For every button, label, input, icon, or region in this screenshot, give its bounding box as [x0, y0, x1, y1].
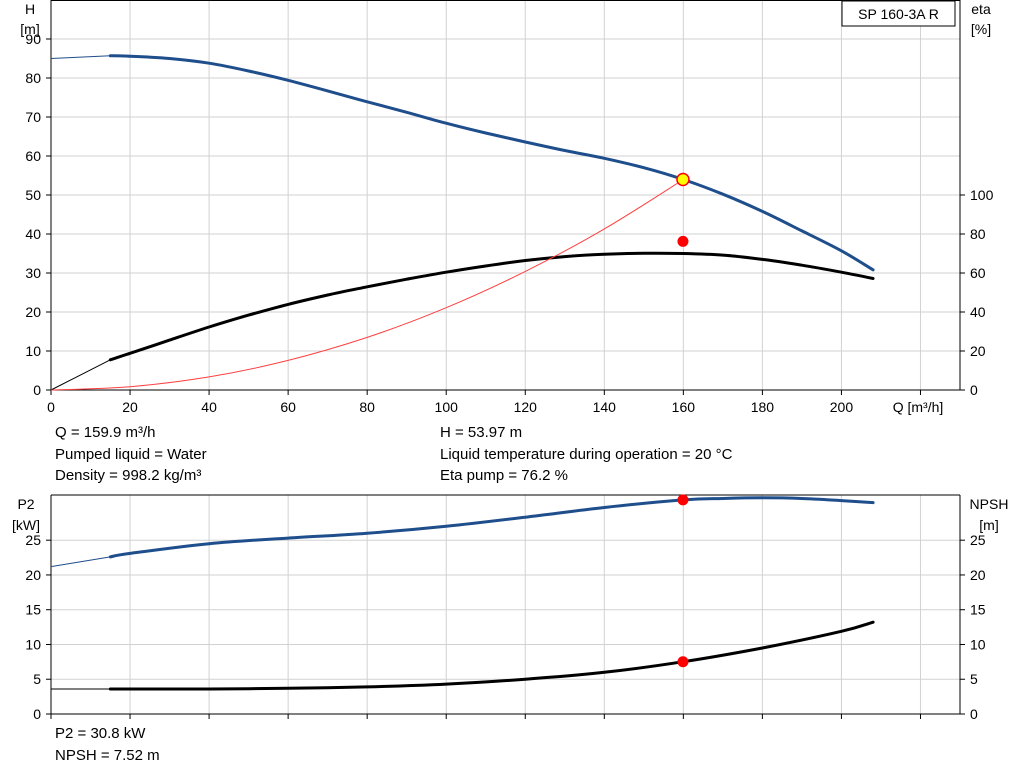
operating-point [677, 235, 689, 247]
x-tick-label: 20 [122, 399, 138, 415]
bottom-left-axis-label-line2: [kW] [12, 517, 40, 533]
x-axis-label: Q [m³/h] [893, 399, 944, 415]
bottom-right-axis-label-line2: [m] [979, 517, 998, 533]
x-tick-label: 160 [672, 399, 696, 415]
info-pumped-liquid: Pumped liquid = Water [55, 446, 207, 463]
top-right-axis-label-line2: [%] [971, 21, 991, 37]
operating-point [677, 656, 689, 668]
top-left-axis-label-line2: [m] [20, 21, 39, 37]
y-tick-label-right: 20 [970, 567, 986, 583]
y-tick-label-left: 15 [25, 602, 41, 618]
top-right-axis-label-line1: eta [971, 1, 991, 17]
series-curve [108, 54, 875, 272]
title-box [841, 0, 956, 27]
y-tick-label-right: 15 [970, 602, 986, 618]
bottom-left-axis-label-line1: P2 [17, 496, 34, 512]
y-tick-label-right: 0 [970, 382, 978, 398]
series-curve [108, 251, 875, 362]
y-tick-label-right: 80 [970, 226, 986, 242]
series-curve [108, 620, 875, 691]
y-tick-label-left: 40 [25, 226, 41, 242]
operating-point [677, 494, 689, 506]
y-tick-label-left: 0 [33, 706, 41, 722]
series-extension [50, 359, 111, 391]
y-tick-label-left: 0 [33, 382, 41, 398]
info-density: Density = 998.2 kg/m³ [55, 467, 202, 484]
x-tick-label: 60 [280, 399, 296, 415]
y-tick-label-left: 60 [25, 148, 41, 164]
y-tick-label-left: 90 [25, 31, 41, 47]
y-tick-label-right: 10 [970, 636, 986, 652]
top-series [50, 54, 875, 391]
info-liquid-temperature: Liquid temperature during operation = 20… [440, 446, 733, 463]
y-tick-label-left: 50 [25, 187, 41, 203]
info-head: H = 53.97 m [440, 424, 523, 441]
info-npsh: NPSH = 7.52 m [55, 747, 160, 764]
x-tick-label: 200 [830, 399, 854, 415]
y-tick-label-left: 20 [25, 304, 41, 320]
y-tick-label-right: 20 [970, 343, 986, 359]
x-tick-label: 140 [593, 399, 617, 415]
y-tick-label-right: 40 [970, 304, 986, 320]
y-tick-label-left: 5 [33, 671, 41, 687]
top-grid [51, 0, 960, 390]
y-tick-label-left: 30 [25, 265, 41, 281]
series-extension [50, 55, 111, 59]
y-tick-label-left: 70 [25, 109, 41, 125]
y-tick-label-left: 80 [25, 70, 41, 86]
y-tick-label-right: 0 [970, 706, 978, 722]
y-tick-label-right: 5 [970, 671, 978, 687]
x-tick-label: 40 [201, 399, 217, 415]
series-curve [108, 496, 875, 559]
y-tick-label-left: 20 [25, 567, 41, 583]
x-tick-label: 180 [751, 399, 775, 415]
info-flow: Q = 159.9 m³/h [55, 424, 156, 441]
y-tick-label-left: 25 [25, 532, 41, 548]
bottom-grid [51, 495, 960, 714]
y-tick-label-left: 10 [25, 636, 41, 652]
bottom-right-axis-label-line1: NPSH [970, 496, 1009, 512]
top-left-axis-label-line1: H [25, 1, 35, 17]
system-curve [50, 179, 684, 391]
bottom-ticks: 0 5 10 15 20 25 0 5 10 15 20 25 [25, 532, 985, 722]
info-power-p2: P2 = 30.8 kW [55, 725, 146, 742]
chart-title: SP 160-3A R [858, 6, 939, 22]
bottom-plot-area [51, 495, 960, 714]
top-ticks: 0 20 40 60 80 100 120 140 160 180 2000102030405060… [25, 31, 993, 415]
y-tick-label-right: 100 [970, 187, 994, 203]
y-tick-label-right: 60 [970, 265, 986, 281]
info-eta-pump: Eta pump = 76.2 % [440, 467, 568, 484]
operating-point [676, 172, 690, 187]
x-tick-label: 120 [514, 399, 538, 415]
bottom-series [50, 494, 875, 691]
x-tick-label: 100 [435, 399, 459, 415]
series-extension [50, 556, 111, 568]
y-tick-label-left: 10 [25, 343, 41, 359]
x-tick-label: 80 [359, 399, 375, 415]
x-tick-label: 0 [47, 399, 55, 415]
y-tick-label-right: 25 [970, 532, 986, 548]
